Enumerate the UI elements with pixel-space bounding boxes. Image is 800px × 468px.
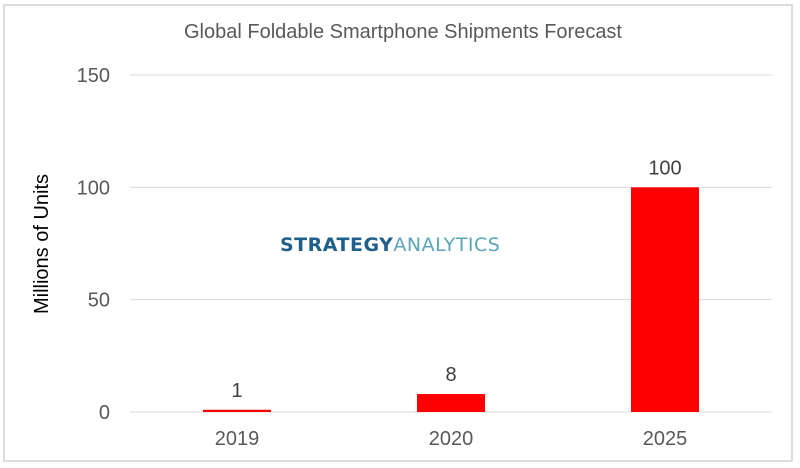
data-label-2020: 8 [445,364,456,386]
watermark-strategy: STRATEGY [280,234,393,256]
y-tick-label: 150 [77,65,110,87]
chart-title: Global Foldable Smartphone Shipments For… [184,21,622,43]
bar-2020 [417,394,485,412]
data-label-2025: 100 [648,157,681,179]
bar-2019 [203,409,271,412]
y-tick-label: 50 [88,290,110,312]
y-tick-label: 100 [77,177,110,199]
bar-2025 [631,187,699,412]
y-axis-label: Millions of Units [31,174,53,314]
watermark-analytics: ANALYTICS [393,234,500,256]
y-tick-label: 0 [99,402,110,424]
x-tick-label: 2020 [429,428,474,450]
watermark-logo: STRATEGYANALYTICS [280,234,500,256]
x-tick-label: 2025 [643,428,688,450]
data-label-2019: 1 [231,380,242,402]
x-tick-label: 2019 [215,428,260,450]
